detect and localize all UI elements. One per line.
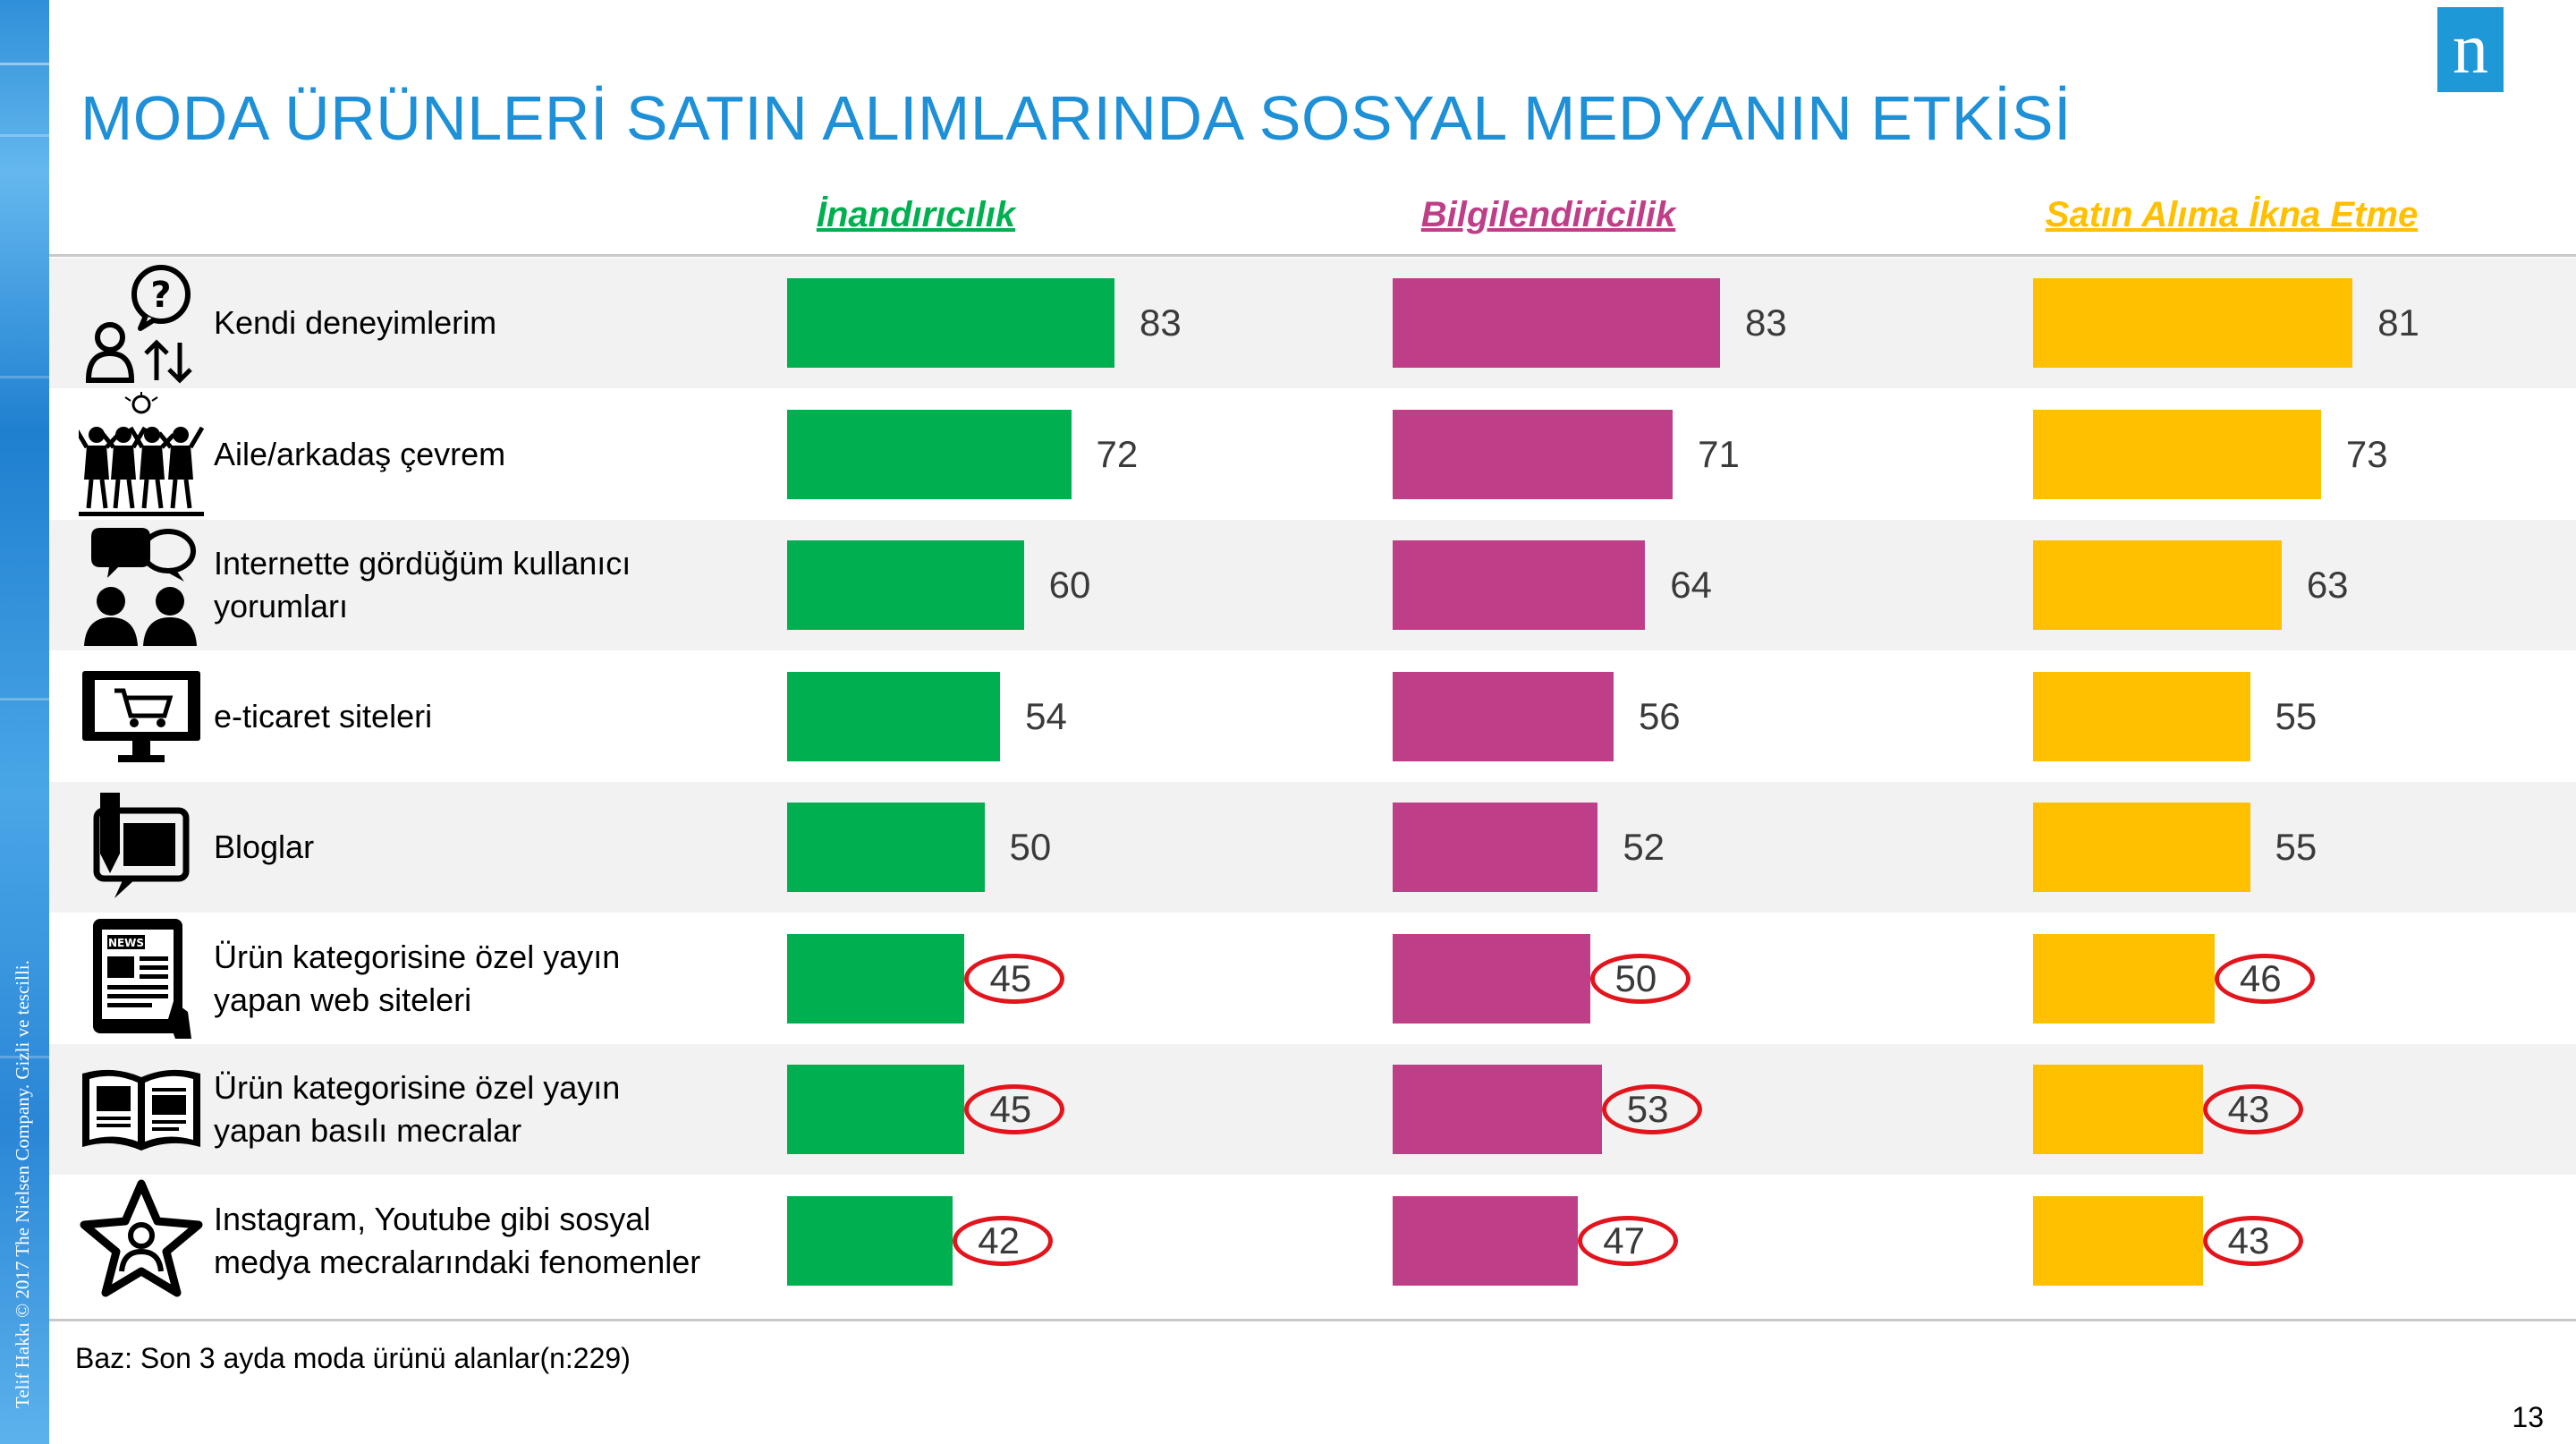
category-label: Bloglar	[214, 828, 315, 865]
page-number: 13	[2512, 1401, 2544, 1433]
data-label: 55	[2275, 694, 2318, 737]
highlight-ring	[964, 953, 1065, 1004]
bar	[2033, 540, 2282, 630]
bar	[787, 1195, 953, 1286]
bar	[1393, 278, 1721, 368]
nielsen-logo: n	[2437, 7, 2504, 92]
data-label: 73	[2345, 432, 2388, 475]
highlight-ring	[2214, 953, 2315, 1004]
bar	[787, 803, 985, 892]
bar	[2033, 1195, 2203, 1286]
category-label: Ürün kategorisine özel yayın yapan basıl…	[214, 1069, 621, 1149]
chart-row: Aile/arkadaş çevrem	[49, 389, 2576, 520]
data-label: 63	[2306, 564, 2349, 606]
category-label: e-ticaret siteleri	[214, 697, 433, 735]
star-person-icon	[76, 1176, 206, 1306]
data-label: 72	[1096, 432, 1139, 475]
highlight-ring	[2202, 1084, 2303, 1134]
header-divider	[49, 254, 2576, 257]
bar	[1393, 540, 1646, 630]
chart-row: e-ticaret siteleri	[49, 651, 2576, 782]
bar	[1393, 1195, 1579, 1286]
side-decor-stripe: Telif Hakkı © 2017 The Nielsen Company. …	[0, 0, 49, 1444]
bar	[1393, 671, 1614, 761]
open-magazine-icon	[76, 1044, 206, 1175]
bar	[787, 278, 1115, 368]
highlight-ring	[953, 1215, 1054, 1266]
data-label: 64	[1670, 564, 1712, 606]
copyright-text: Telif Hakkı © 2017 The Nielsen Company. …	[12, 960, 33, 1408]
friends-group-icon	[76, 389, 206, 520]
bar	[787, 671, 1001, 761]
base-note: Baz: Son 3 ayda moda ürünü alanlar(n:229…	[75, 1342, 631, 1374]
legend-inandiricilik: İnandırıcılık	[816, 195, 1016, 234]
page-title: MODA ÜRÜNLERİ SATIN ALIMLARINDA SOSYAL M…	[80, 83, 2072, 153]
highlight-ring	[1601, 1084, 1702, 1134]
data-label: 81	[2377, 302, 2419, 344]
bar	[787, 540, 1024, 630]
highlight-ring	[2202, 1215, 2303, 1266]
news-tablet-icon: NEWS	[76, 913, 206, 1044]
bar	[1393, 803, 1598, 892]
bar	[2033, 1065, 2203, 1154]
legend-bilgilendiricilik: Bilgilendiricilik	[1420, 195, 1676, 234]
bar	[1393, 1065, 1602, 1154]
bar	[1393, 933, 1590, 1024]
data-label: 60	[1048, 564, 1091, 606]
data-label: 52	[1623, 826, 1665, 868]
data-label: 71	[1698, 432, 1740, 475]
shopping-cart-monitor-icon	[76, 651, 206, 782]
data-label: 56	[1638, 694, 1681, 737]
question-person-icon: ?	[76, 258, 206, 388]
highlight-ring	[964, 1084, 1065, 1134]
data-label: 83	[1745, 302, 1787, 344]
bar	[2033, 409, 2321, 499]
svg-text:NEWS: NEWS	[107, 937, 143, 949]
svg-text:?: ?	[150, 275, 171, 316]
bottom-divider	[49, 1319, 2576, 1321]
category-label: Aile/arkadaş çevrem	[214, 435, 506, 472]
bar	[2033, 933, 2215, 1024]
bar	[1393, 409, 1674, 499]
bar	[2033, 803, 2250, 892]
bar	[2033, 671, 2250, 761]
category-label: Ürün kategorisine özel yayın yapan web s…	[214, 938, 621, 1018]
data-label: 54	[1025, 694, 1067, 737]
category-label: Internette gördüğüm kullanıcı yorumları	[214, 545, 631, 624]
bar	[787, 933, 965, 1024]
chart-row: NEWS Ürün kategorisine özel yayın yapan w…	[49, 913, 2576, 1044]
highlight-ring	[1589, 953, 1690, 1004]
blog-pen-icon	[76, 782, 206, 913]
highlight-ring	[1578, 1215, 1679, 1266]
bar	[787, 1065, 965, 1154]
chart-row: Instagram, Youtube gibi sosyal medya mec…	[49, 1176, 2576, 1306]
category-label: Kendi deneyimlerim	[214, 304, 497, 341]
data-label: 50	[1009, 826, 1052, 868]
category-label: Instagram, Youtube gibi sosyal medya mec…	[214, 1200, 701, 1280]
bar	[2033, 278, 2353, 368]
chat-people-icon	[76, 520, 206, 650]
data-label: 55	[2275, 826, 2318, 868]
bar	[787, 409, 1072, 499]
legend-satin-alima-ikna-etme: Satın Alıma İkna Etme	[2045, 195, 2419, 234]
data-label: 83	[1140, 302, 1182, 344]
